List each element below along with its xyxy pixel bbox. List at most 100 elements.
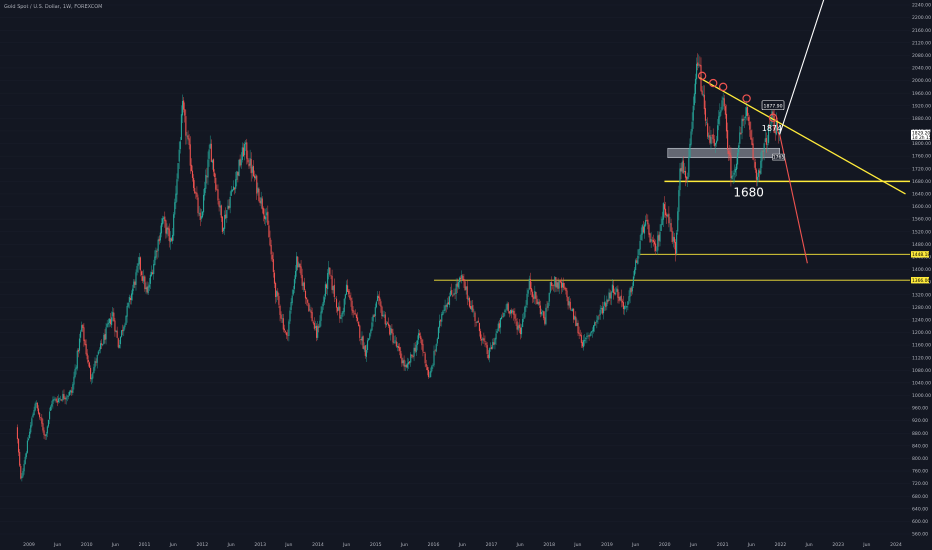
candle-body bbox=[235, 179, 237, 189]
candle-body bbox=[313, 323, 315, 329]
candle-body bbox=[409, 361, 411, 363]
candle-body bbox=[67, 395, 69, 397]
top-marker-circle bbox=[742, 94, 751, 103]
candle-body bbox=[391, 329, 393, 334]
x-tick-label: 2019 bbox=[601, 542, 613, 548]
candle-body bbox=[327, 273, 329, 290]
candle-body bbox=[703, 94, 705, 110]
candle-body bbox=[715, 140, 718, 144]
candle-body bbox=[352, 310, 354, 313]
candle-body bbox=[261, 198, 263, 210]
candle-body bbox=[289, 310, 291, 322]
candle-body bbox=[211, 160, 213, 163]
candle-body bbox=[308, 303, 310, 312]
candle-body bbox=[650, 239, 652, 242]
candle-body bbox=[718, 116, 720, 125]
candle-body bbox=[602, 306, 605, 314]
candle-body bbox=[524, 306, 526, 318]
candle-body bbox=[607, 300, 609, 302]
candle-body bbox=[166, 227, 168, 235]
x-tick-label: 2013 bbox=[254, 542, 266, 548]
candle-body bbox=[721, 100, 723, 110]
candle-body bbox=[330, 275, 332, 276]
candle-body bbox=[555, 277, 557, 288]
candle-body bbox=[530, 288, 533, 292]
candle-body bbox=[743, 118, 745, 120]
candle-body bbox=[265, 216, 267, 220]
candle-body bbox=[156, 251, 158, 252]
candle-body bbox=[112, 312, 114, 317]
candle-body bbox=[129, 297, 132, 301]
candle-body bbox=[55, 398, 57, 401]
candle-body bbox=[528, 278, 530, 290]
candle-body bbox=[191, 170, 194, 178]
candle-body bbox=[711, 135, 713, 136]
candle-body bbox=[544, 317, 546, 324]
candle-body bbox=[527, 290, 529, 294]
candle-body bbox=[482, 338, 484, 340]
candle-body bbox=[741, 118, 743, 134]
candle-body bbox=[227, 205, 229, 210]
candle-body bbox=[272, 259, 274, 272]
candle-body bbox=[659, 231, 661, 242]
candle-body bbox=[730, 155, 732, 179]
horizontal-levels-layer bbox=[434, 180, 910, 281]
candle-body bbox=[420, 335, 422, 340]
candle-body bbox=[320, 311, 322, 321]
candle-body bbox=[447, 302, 449, 305]
candle-body bbox=[88, 362, 91, 368]
bullish-projection-line bbox=[779, 0, 825, 135]
candle-body bbox=[201, 211, 204, 218]
candle-body bbox=[281, 318, 283, 320]
candle-body bbox=[45, 433, 47, 437]
candle-body bbox=[723, 98, 725, 107]
candle-body bbox=[679, 168, 681, 191]
candle-body bbox=[621, 300, 623, 303]
candle-body bbox=[748, 117, 750, 121]
candle-body bbox=[250, 158, 252, 174]
candle-body bbox=[591, 330, 593, 332]
candle-body bbox=[185, 116, 187, 136]
candle-body bbox=[499, 318, 502, 328]
candle-body bbox=[123, 326, 125, 332]
candle-body bbox=[230, 190, 232, 196]
x-tick-label: 2012 bbox=[196, 542, 208, 548]
y-tick-label: 1320.00 bbox=[912, 292, 931, 298]
candle-body bbox=[248, 163, 250, 167]
x-tick-label: Jun bbox=[111, 542, 119, 548]
candle-body bbox=[727, 130, 729, 150]
candle-body bbox=[282, 318, 284, 330]
candle-body bbox=[412, 356, 414, 358]
candle-body bbox=[547, 302, 549, 308]
candle-body bbox=[84, 340, 86, 345]
candle-body bbox=[105, 327, 107, 340]
candle-body bbox=[224, 215, 226, 229]
candle-body bbox=[249, 157, 251, 166]
candle-body bbox=[72, 384, 74, 393]
candle-body bbox=[773, 115, 775, 133]
candle-body bbox=[779, 128, 781, 134]
candle-body bbox=[50, 406, 52, 411]
x-tick-label: 2022 bbox=[775, 542, 787, 548]
y-tick-label: 680.00 bbox=[912, 494, 928, 500]
candle-body bbox=[43, 430, 45, 436]
y-tick-label: 1280.00 bbox=[912, 305, 931, 311]
candle-body bbox=[574, 316, 576, 320]
candle-body bbox=[759, 170, 761, 174]
candle-body bbox=[568, 300, 570, 306]
candle-body bbox=[306, 297, 308, 300]
candle-body bbox=[61, 399, 63, 401]
candle-body bbox=[219, 205, 221, 208]
candle-body bbox=[177, 163, 179, 179]
candle-body bbox=[712, 134, 714, 140]
candle-body bbox=[208, 149, 210, 159]
y-tick-label: 1200.00 bbox=[912, 330, 931, 336]
candle-body bbox=[256, 175, 258, 194]
candle-body bbox=[662, 203, 664, 220]
candle-body bbox=[478, 322, 480, 332]
y-tick-label: 840.00 bbox=[912, 443, 928, 449]
candle-body bbox=[126, 305, 128, 317]
candle-body bbox=[288, 321, 290, 336]
candle-body bbox=[686, 176, 688, 180]
